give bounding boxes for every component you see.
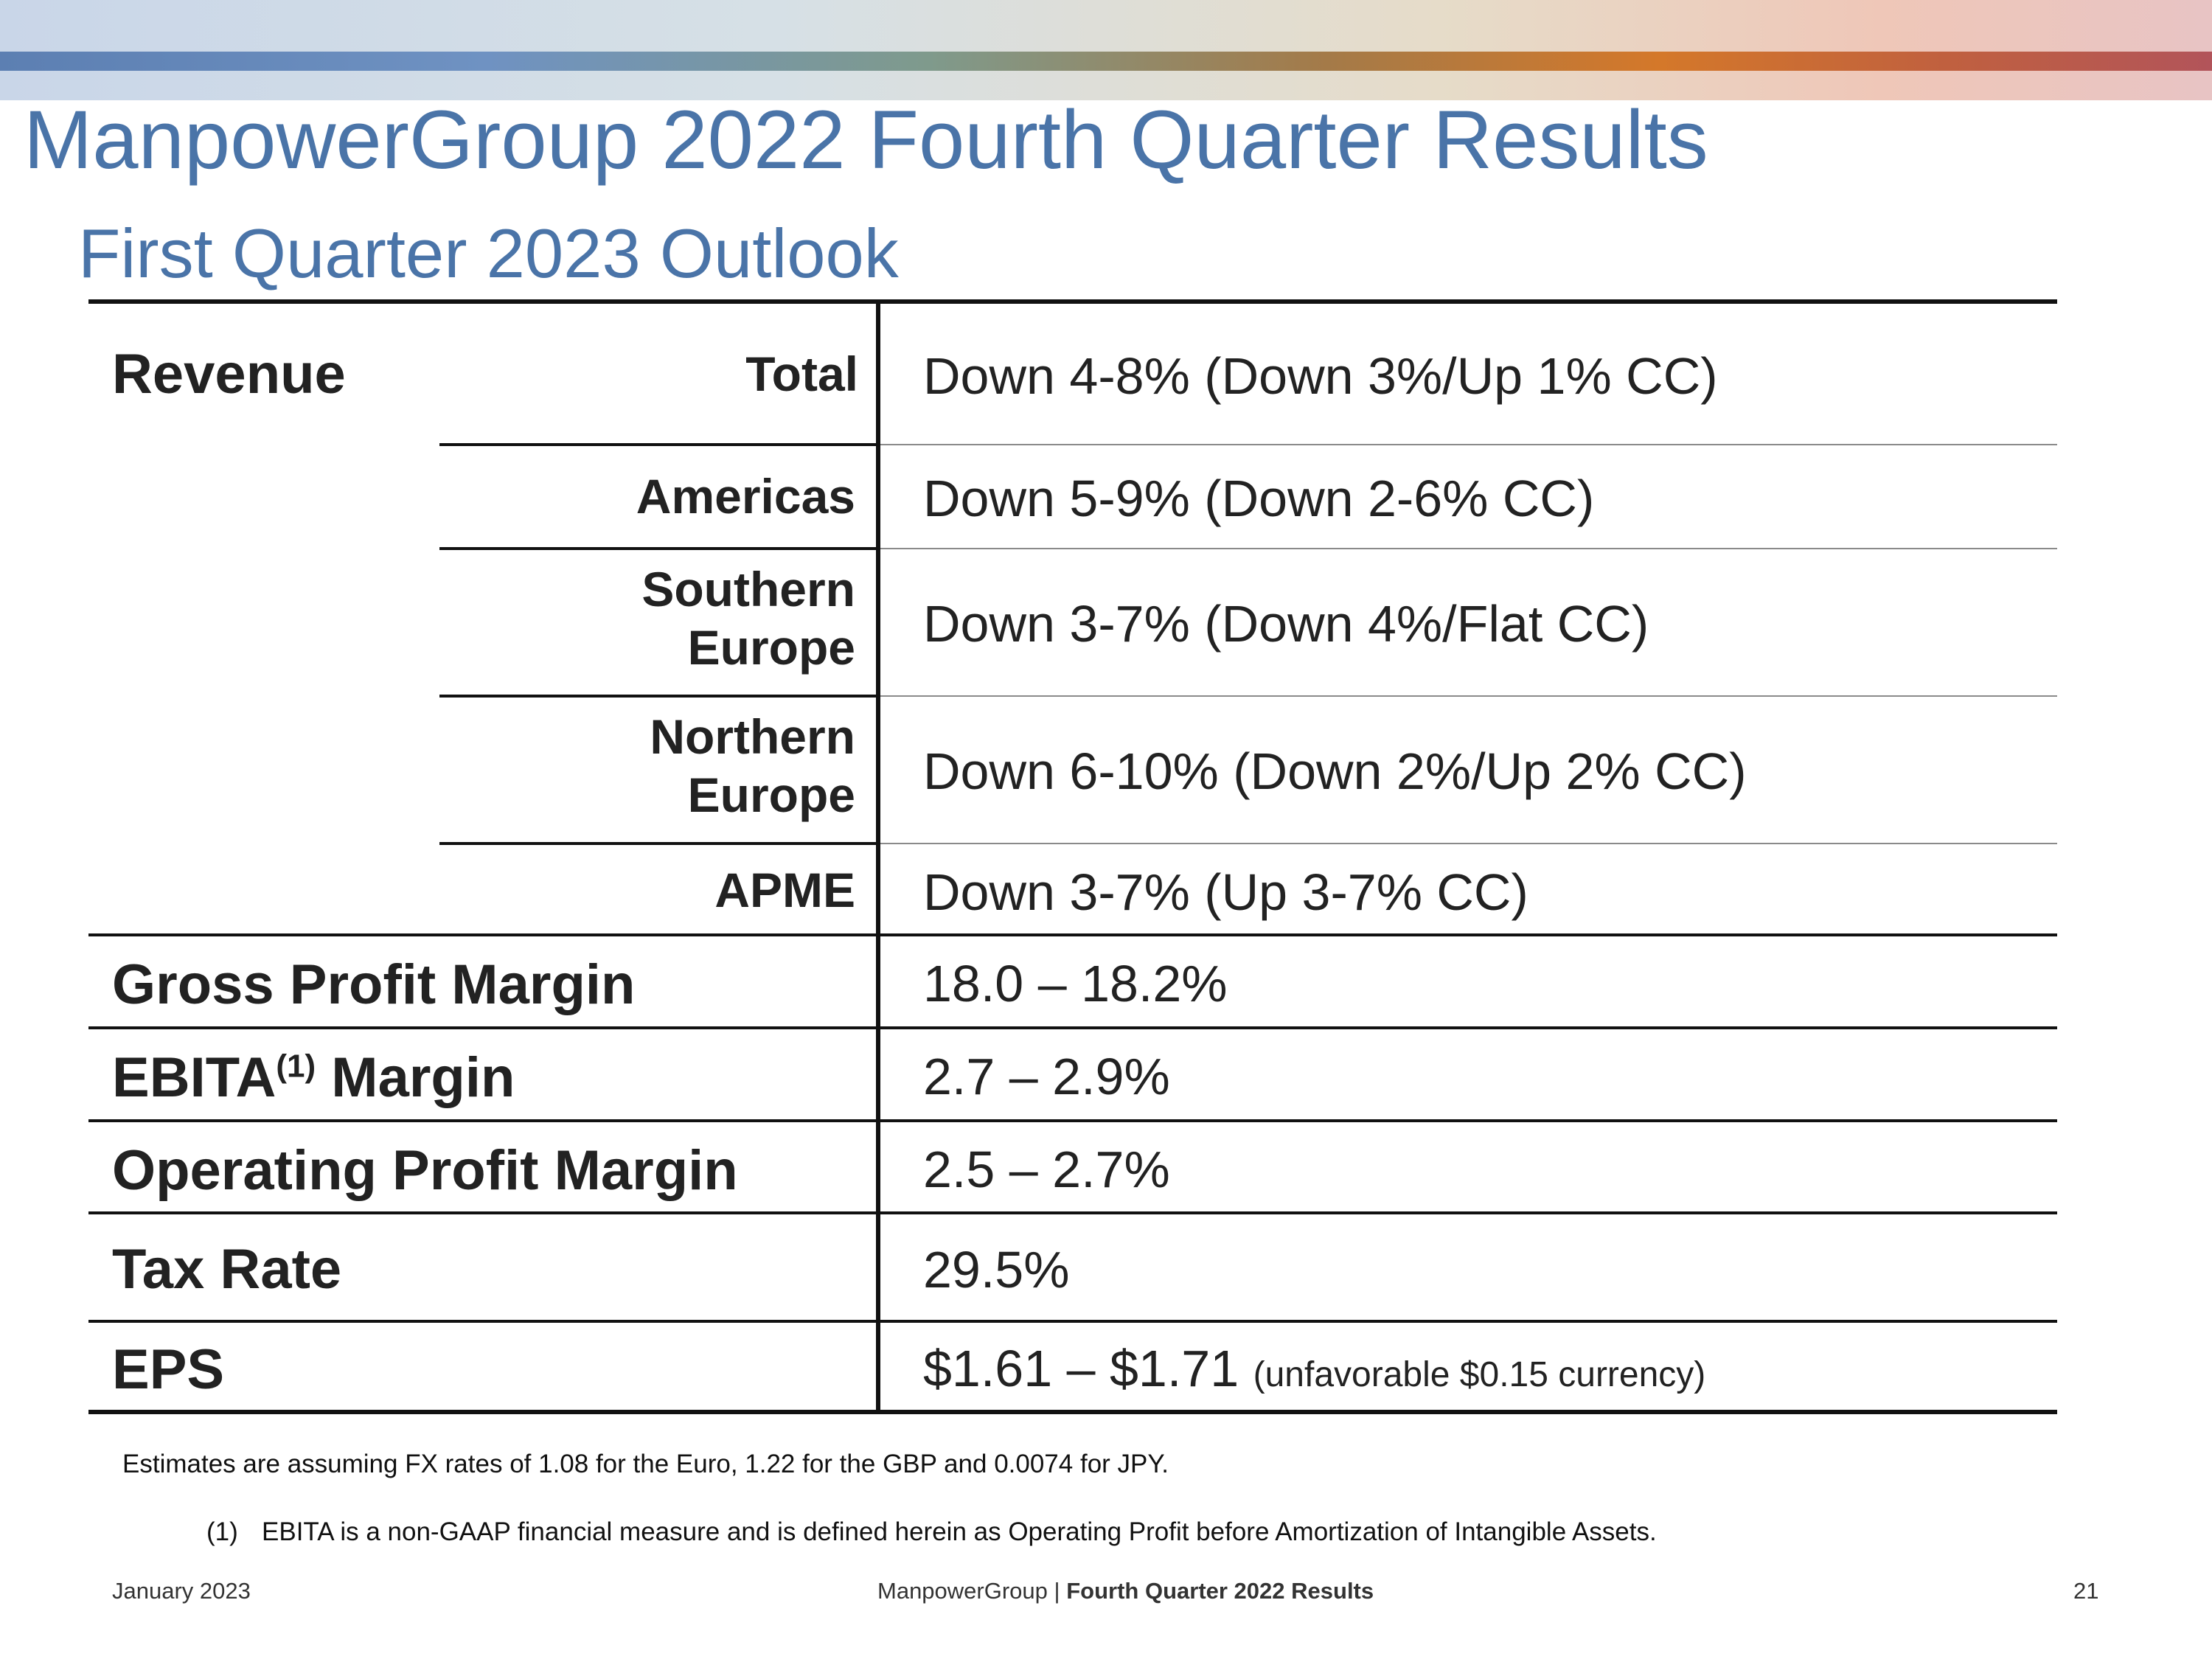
fx-assumption-note: Estimates are assuming FX rates of 1.08 … — [122, 1450, 1169, 1478]
revenue-subrow-rule — [439, 443, 877, 446]
table-row-rule — [88, 1119, 2057, 1122]
page-title: ManpowerGroup 2022 Fourth Quarter Result… — [24, 94, 1708, 186]
operating-profit-margin-value: 2.5 – 2.7% — [923, 1141, 1170, 1198]
table-top-rule — [88, 299, 2057, 304]
footer-separator: | — [1054, 1578, 1060, 1604]
revenue-subrow-rule-right — [880, 444, 2057, 445]
header-gradient-band — [0, 0, 2212, 100]
revenue-segment-northern-europe: Northern Europe — [650, 708, 855, 824]
revenue-label: Revenue — [112, 343, 346, 406]
revenue-value-southern-europe: Down 3-7% (Down 4%/Flat CC) — [923, 595, 1649, 653]
table-row-rule — [88, 1320, 2057, 1323]
segment-line: Southern — [641, 562, 855, 616]
footnote-marker: (1) — [206, 1517, 238, 1546]
page-subtitle: First Quarter 2023 Outlook — [78, 215, 899, 292]
eps-label: EPS — [112, 1338, 225, 1401]
revenue-value-total: Down 4-8% (Down 3%/Up 1% CC) — [923, 347, 1718, 405]
header-color-stripe — [0, 52, 2212, 71]
ebita-margin-value: 2.7 – 2.9% — [923, 1048, 1170, 1105]
footer-title: ManpowerGroup | Fourth Quarter 2022 Resu… — [877, 1578, 1374, 1604]
footnote-reference: (1) — [276, 1048, 316, 1085]
tax-rate-value: 29.5% — [923, 1241, 1070, 1298]
footer-report: Fourth Quarter 2022 Results — [1066, 1578, 1374, 1604]
table-bottom-rule — [88, 1410, 2057, 1414]
revenue-value-americas: Down 5-9% (Down 2-6% CC) — [923, 470, 1595, 527]
revenue-segment-total: Total — [745, 347, 858, 401]
ebita-text: EBITA — [112, 1046, 276, 1109]
table-row-rule — [88, 1211, 2057, 1214]
revenue-subrow-rule — [439, 695, 877, 698]
segment-line: Europe — [687, 768, 855, 823]
revenue-subrow-rule-right — [880, 695, 2057, 697]
segment-line: Northern — [650, 709, 855, 764]
eps-value: $1.61 – $1.71 (unfavorable $0.15 currenc… — [923, 1338, 1705, 1399]
page-number: 21 — [2073, 1578, 2099, 1604]
eps-range: $1.61 – $1.71 — [923, 1340, 1239, 1397]
eps-currency-note: (unfavorable $0.15 currency) — [1253, 1355, 1706, 1394]
footnote-text: EBITA is a non-GAAP financial measure an… — [262, 1517, 1657, 1546]
operating-profit-margin-label: Operating Profit Margin — [112, 1139, 738, 1202]
footer-company: ManpowerGroup — [877, 1578, 1048, 1604]
gross-profit-margin-label: Gross Profit Margin — [112, 953, 636, 1016]
revenue-subrow-rule-right — [880, 843, 2057, 844]
revenue-value-northern-europe: Down 6-10% (Down 2%/Up 2% CC) — [923, 742, 1747, 800]
margin-text: Margin — [316, 1046, 515, 1109]
table-column-divider — [876, 301, 880, 1414]
ebita-margin-label: EBITA(1) Margin — [112, 1044, 515, 1111]
revenue-subrow-rule — [439, 547, 877, 550]
revenue-subrow-rule-right — [880, 548, 2057, 549]
gross-profit-margin-value: 18.0 – 18.2% — [923, 955, 1228, 1012]
revenue-segment-apme: APME — [714, 863, 855, 917]
table-row-rule — [88, 933, 2057, 936]
revenue-value-apme: Down 3-7% (Up 3-7% CC) — [923, 863, 1528, 921]
tax-rate-label: Tax Rate — [112, 1238, 342, 1301]
table-row-rule — [88, 1026, 2057, 1029]
revenue-segment-americas: Americas — [636, 469, 855, 524]
revenue-segment-southern-europe: Southern Europe — [641, 560, 855, 677]
footer-date: January 2023 — [112, 1578, 251, 1604]
segment-line: Europe — [687, 620, 855, 675]
revenue-subrow-rule — [439, 842, 877, 845]
